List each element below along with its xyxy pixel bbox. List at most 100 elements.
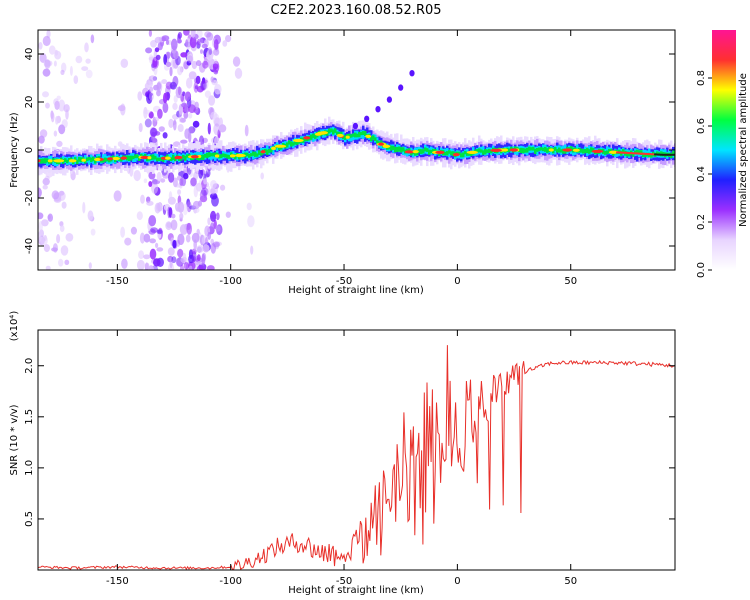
ridge-peak xyxy=(271,146,276,150)
noise-speck xyxy=(182,252,187,263)
ridge-cell xyxy=(392,145,395,150)
noise-speck xyxy=(144,262,150,269)
ridge-cell xyxy=(360,131,363,136)
ridge-core xyxy=(637,152,641,155)
ridge-cell xyxy=(212,152,215,157)
ridge-cell xyxy=(490,149,493,154)
ridge-core xyxy=(656,153,660,156)
noise-speck xyxy=(174,202,180,211)
ridge-cell xyxy=(310,134,313,140)
noise-speck xyxy=(184,128,190,139)
noise-speck xyxy=(61,62,67,73)
noise-speck xyxy=(149,248,157,260)
noise-speck xyxy=(38,221,43,232)
noise-speck xyxy=(143,233,151,243)
ridge-peak xyxy=(548,148,554,152)
noise-speck xyxy=(156,247,164,252)
ridge-cell xyxy=(186,154,189,158)
noise-speck xyxy=(146,93,153,104)
ridge-cell xyxy=(174,156,177,162)
noise-speck xyxy=(215,212,220,221)
ridge-cell xyxy=(546,148,549,153)
snr-y-tick-label: 1.0 xyxy=(24,460,35,476)
ridge-cell xyxy=(130,155,133,161)
noise-speck xyxy=(59,225,65,232)
ridge-cell xyxy=(134,155,137,162)
ridge-cell xyxy=(266,145,269,154)
harmonic-point xyxy=(398,84,404,91)
noise-speck xyxy=(113,190,122,202)
harmonic-point xyxy=(409,70,415,77)
ridge-cell xyxy=(42,158,45,164)
ridge-cell xyxy=(372,135,375,140)
ridge-cell xyxy=(588,149,591,154)
ridge-cell xyxy=(606,150,609,155)
ridge-cell xyxy=(172,154,175,160)
noise-speck xyxy=(152,56,159,69)
noise-speck xyxy=(148,181,153,187)
ridge-cell xyxy=(80,157,83,163)
ridge-peak xyxy=(47,159,53,163)
ridge-cell xyxy=(252,151,255,156)
ridge-core xyxy=(651,153,655,156)
ridge-cell xyxy=(246,152,249,157)
ridge-cell xyxy=(290,141,293,147)
spectrogram-y-axis-label: Frequency (Hz) xyxy=(9,112,20,188)
ridge-cell xyxy=(400,147,403,153)
noise-speck xyxy=(183,111,189,119)
ridge-peak xyxy=(94,157,101,162)
ridge-cell xyxy=(208,152,211,158)
ridge-cell xyxy=(538,147,541,151)
snr-y-tick-label: 1.5 xyxy=(24,409,35,425)
noise-speck xyxy=(85,58,91,64)
ridge-cell xyxy=(256,153,259,157)
noise-speck xyxy=(157,108,163,119)
noise-speck xyxy=(143,178,148,184)
noise-speck xyxy=(202,60,209,69)
ridge-cell xyxy=(544,146,547,152)
noise-speck xyxy=(58,258,64,267)
snr-x-tick-label: -100 xyxy=(219,576,242,587)
noise-speck xyxy=(42,91,49,98)
spectrogram-x-tick-label: -150 xyxy=(106,276,129,287)
harmonic-point xyxy=(364,115,370,123)
noise-speck xyxy=(196,254,201,262)
noise-speck xyxy=(42,68,51,77)
ridge-core xyxy=(654,153,658,156)
ridge-peak xyxy=(175,155,183,160)
colorbar-ticks: 0.0 0.2 0.4 0.6 0.8 xyxy=(696,70,712,278)
ridge-peak xyxy=(107,157,113,161)
ridge-cell xyxy=(92,156,95,162)
ridge-cell xyxy=(458,151,461,156)
ridge-peak xyxy=(591,149,604,153)
spectrogram-x-ticks: -150 -100 -50 0 50 xyxy=(106,30,577,287)
ridge-cell xyxy=(560,149,563,153)
noise-speck xyxy=(172,102,178,110)
noise-speck xyxy=(172,239,177,249)
noise-speck xyxy=(58,190,65,196)
ridge-peak xyxy=(260,150,266,154)
noise-speck xyxy=(179,264,185,270)
ridge-core xyxy=(624,151,628,154)
noise-speck xyxy=(87,210,94,221)
noise-speck xyxy=(179,178,184,186)
noise-speck xyxy=(191,232,200,243)
noise-speck xyxy=(53,130,58,137)
noise-speck xyxy=(222,40,228,47)
ridge-cell xyxy=(530,147,533,151)
ridge-cell xyxy=(536,148,539,152)
noise-speck xyxy=(190,177,197,187)
ridge-cell xyxy=(266,149,269,155)
noise-speck xyxy=(195,75,201,85)
noise-speck xyxy=(184,91,191,102)
noise-speck xyxy=(209,222,215,235)
noise-speck xyxy=(156,229,163,235)
noise-speck xyxy=(44,175,50,181)
noise-speck xyxy=(196,265,204,270)
ridge-peak xyxy=(509,148,519,152)
noise-speck xyxy=(191,60,198,70)
noise-speck xyxy=(167,247,175,256)
ridge-cell xyxy=(460,153,463,158)
ridge-peak xyxy=(120,156,127,160)
snr-frame xyxy=(37,329,676,571)
